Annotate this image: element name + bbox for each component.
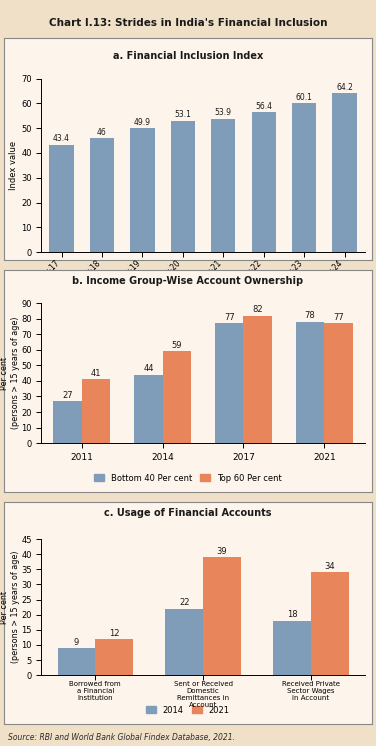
Y-axis label: Index value: Index value — [9, 141, 18, 190]
Text: 46: 46 — [97, 128, 107, 137]
Bar — [243, 316, 272, 443]
Text: c. Usage of Financial Accounts: c. Usage of Financial Accounts — [104, 508, 272, 518]
Text: 59: 59 — [171, 341, 182, 350]
Bar — [134, 374, 162, 443]
Bar — [273, 621, 311, 675]
Text: 56.4: 56.4 — [255, 102, 272, 111]
Text: 9: 9 — [74, 638, 79, 647]
Bar — [90, 138, 114, 252]
Text: 77: 77 — [333, 313, 344, 322]
Bar — [49, 145, 74, 252]
Text: 27: 27 — [62, 391, 73, 400]
Text: 78: 78 — [305, 311, 315, 320]
Text: 60.1: 60.1 — [296, 93, 312, 101]
Bar — [82, 380, 110, 443]
Text: 44: 44 — [143, 364, 154, 373]
Bar — [311, 572, 349, 675]
Text: 18: 18 — [287, 610, 297, 619]
Bar — [215, 324, 244, 443]
Bar — [171, 121, 195, 252]
Text: 64.2: 64.2 — [336, 83, 353, 92]
Text: b. Income Group-Wise Account Ownership: b. Income Group-Wise Account Ownership — [73, 276, 303, 286]
Text: Source: RBI and World Bank Global Findex Database, 2021.: Source: RBI and World Bank Global Findex… — [8, 733, 235, 742]
Text: 77: 77 — [224, 313, 235, 322]
Text: 49.9: 49.9 — [134, 118, 151, 127]
Bar — [211, 119, 235, 252]
Legend: 2014, 2021: 2014, 2021 — [144, 703, 232, 717]
Text: 39: 39 — [217, 547, 227, 556]
Legend: Bottom 40 Per cent, Top 60 Per cent: Bottom 40 Per cent, Top 60 Per cent — [92, 471, 284, 485]
Y-axis label: Per cent
(persons > 15 years of age): Per cent (persons > 15 years of age) — [0, 551, 20, 663]
Text: 43.4: 43.4 — [53, 134, 70, 143]
Bar — [203, 557, 241, 675]
Text: 22: 22 — [179, 598, 190, 607]
Text: 53.1: 53.1 — [174, 110, 191, 119]
Bar — [292, 103, 316, 252]
Text: 82: 82 — [252, 305, 263, 314]
Text: a. Financial Inclusion Index: a. Financial Inclusion Index — [113, 51, 263, 61]
Bar — [58, 648, 95, 675]
Bar — [95, 639, 133, 675]
Text: Chart I.13: Strides in India's Financial Inclusion: Chart I.13: Strides in India's Financial… — [49, 18, 327, 28]
Bar — [252, 113, 276, 252]
Bar — [324, 324, 353, 443]
Bar — [165, 609, 203, 675]
Text: 41: 41 — [91, 369, 101, 377]
Y-axis label: Per cent
(persons > 15 years of age): Per cent (persons > 15 years of age) — [0, 317, 20, 430]
Bar — [296, 322, 324, 443]
Bar — [332, 93, 356, 252]
Bar — [162, 351, 191, 443]
Bar — [53, 401, 82, 443]
Text: 12: 12 — [109, 629, 119, 638]
Text: 34: 34 — [324, 562, 335, 571]
Text: 53.9: 53.9 — [215, 108, 232, 117]
Bar — [130, 128, 155, 252]
